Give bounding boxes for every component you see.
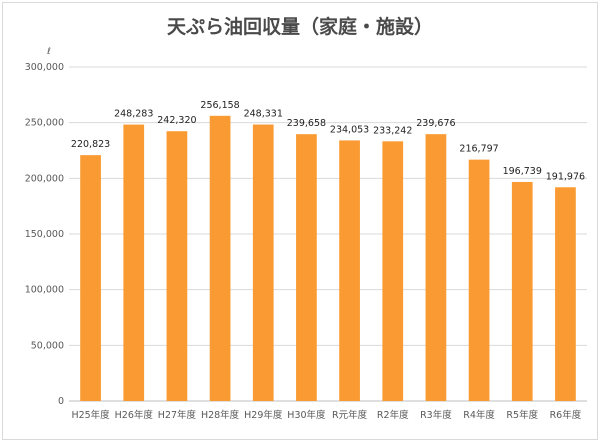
bar	[296, 134, 317, 401]
data-label: 196,739	[503, 166, 542, 177]
data-label: 256,158	[200, 100, 239, 111]
x-tick-label: H27年度	[158, 409, 197, 421]
x-tick-label: H30年度	[287, 409, 326, 421]
y-axis-ticks: 0 50,000 100,000 150,000 200,000 250,000 300,0…	[25, 62, 64, 407]
x-tick-label: R3年度	[420, 409, 452, 421]
bar	[252, 124, 274, 402]
data-label: 248,283	[114, 109, 153, 120]
y-tick-label: 50,000	[31, 340, 64, 351]
bar	[555, 187, 576, 401]
data-label: 234,053	[330, 124, 369, 135]
x-tick-label: R5年度	[506, 409, 538, 421]
bars	[80, 115, 576, 402]
x-tick-label: H28年度	[201, 409, 240, 421]
data-label: 248,331	[244, 109, 283, 120]
data-label: 242,320	[157, 115, 196, 126]
y-tick-label: 300,000	[25, 62, 64, 73]
data-labels: 220,823 248,283 242,320 256,158 248,331 239,6…	[71, 100, 585, 182]
bar-chart: 天ぷら油回収量（家庭・施設） ℓ 0 50,000 100,000 150,000 20…	[25, 15, 587, 421]
bar	[80, 155, 101, 401]
gridlines	[69, 66, 587, 402]
y-tick-label: 250,000	[25, 118, 64, 129]
y-axis-unit-label: ℓ	[46, 47, 51, 57]
y-tick-label: 0	[58, 396, 64, 407]
bar	[209, 115, 231, 401]
y-tick-label: 100,000	[25, 285, 64, 296]
y-tick-label: 200,000	[25, 173, 64, 184]
bar	[468, 159, 490, 401]
x-axis-ticks: H25年度 H26年度 H27年度 H28年度 H29年度 H30年度 R元年度 R2年度 R3…	[71, 409, 581, 421]
data-label: 220,823	[71, 139, 110, 150]
chart-container: 天ぷら油回収量（家庭・施設） ℓ 0 50,000 100,000 150,000 20…	[2, 2, 598, 440]
x-tick-label: R6年度	[550, 409, 582, 421]
chart-title: 天ぷら油回収量（家庭・施設）	[167, 15, 433, 38]
bar	[382, 141, 404, 401]
bar	[166, 131, 188, 401]
bar	[123, 124, 145, 402]
data-label: 239,676	[416, 118, 455, 129]
x-tick-label: R4年度	[463, 409, 495, 421]
x-tick-label: H29年度	[244, 409, 283, 421]
x-tick-label: R2年度	[377, 409, 409, 421]
bar	[339, 140, 360, 401]
data-label: 191,976	[546, 171, 585, 182]
x-tick-label: H25年度	[71, 409, 110, 421]
data-label: 239,658	[287, 118, 326, 129]
x-tick-label: H26年度	[115, 409, 154, 421]
bar	[511, 181, 533, 401]
y-tick-label: 150,000	[25, 229, 64, 240]
data-label: 216,797	[459, 144, 498, 155]
x-tick-label: R元年度	[332, 409, 368, 421]
data-label: 233,242	[373, 125, 412, 136]
bar	[425, 134, 447, 402]
